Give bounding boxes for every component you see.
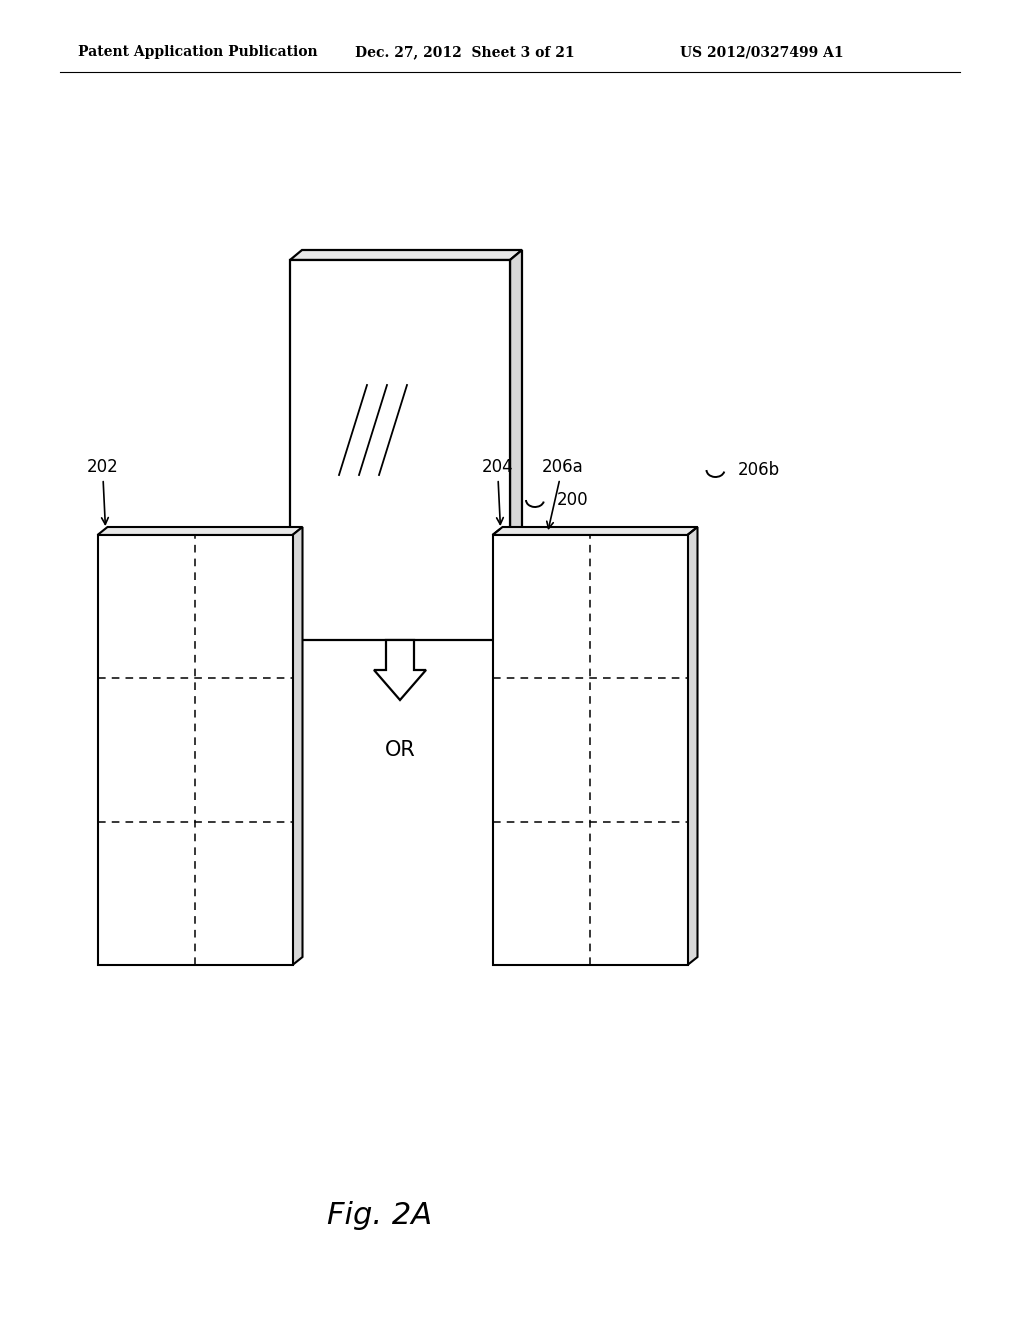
Text: 206b: 206b [737, 461, 779, 479]
Polygon shape [510, 249, 522, 640]
Text: 204: 204 [481, 458, 513, 524]
Text: Fig. 2A: Fig. 2A [328, 1200, 432, 1229]
Polygon shape [493, 535, 687, 965]
Text: 202: 202 [87, 458, 119, 524]
Polygon shape [97, 535, 293, 965]
Polygon shape [374, 640, 426, 700]
Polygon shape [290, 260, 510, 640]
Polygon shape [293, 527, 302, 965]
Text: 200: 200 [557, 491, 589, 510]
Polygon shape [290, 249, 522, 260]
Text: 206a: 206a [542, 458, 584, 528]
Polygon shape [687, 527, 697, 965]
Text: OR: OR [385, 741, 416, 760]
Polygon shape [97, 527, 302, 535]
Text: Patent Application Publication: Patent Application Publication [78, 45, 317, 59]
Text: Dec. 27, 2012  Sheet 3 of 21: Dec. 27, 2012 Sheet 3 of 21 [355, 45, 574, 59]
Text: US 2012/0327499 A1: US 2012/0327499 A1 [680, 45, 844, 59]
Polygon shape [493, 527, 697, 535]
